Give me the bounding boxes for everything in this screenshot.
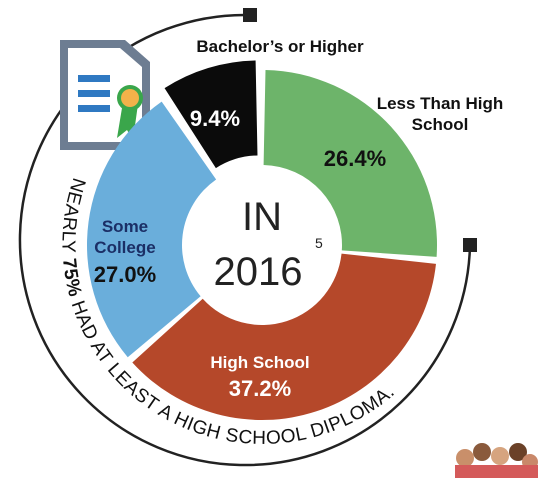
infographic: IN20165NEARLY 75% HAD AT LEAST A HIGH SC… — [0, 0, 538, 478]
center-label: IN — [242, 195, 282, 239]
value-label: 9.4% — [165, 106, 265, 132]
segment-label: Bachelor’s or Higher — [170, 36, 390, 57]
value-label: 37.2% — [200, 376, 320, 402]
value-label: 26.4% — [300, 146, 410, 172]
segment-label: Some College — [70, 216, 180, 258]
segment-label: High School — [180, 352, 340, 373]
center-year: 2016 — [214, 250, 303, 294]
segment-label: Less Than High School — [375, 93, 505, 135]
footnote: 5 — [315, 235, 323, 251]
ring-end — [463, 238, 477, 252]
value-label: 27.0% — [70, 262, 180, 288]
ring-end — [243, 8, 257, 22]
people-photo — [455, 443, 538, 478]
